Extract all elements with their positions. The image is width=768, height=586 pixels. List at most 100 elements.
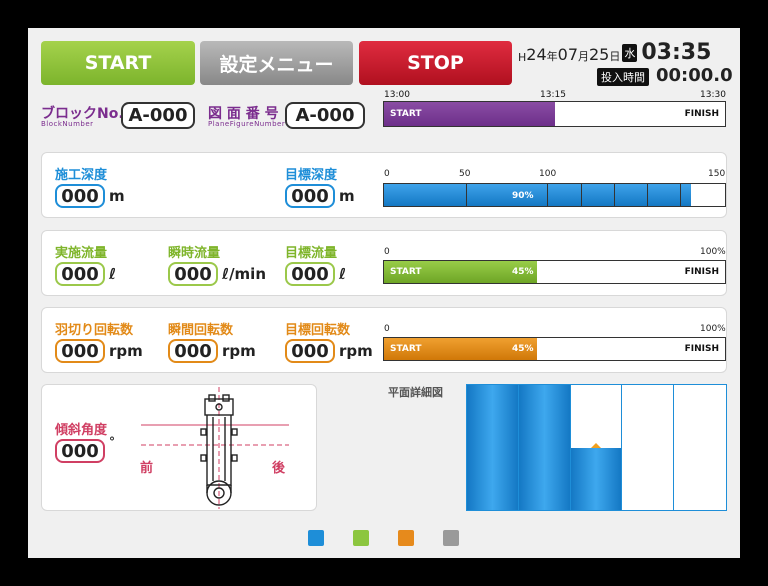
legend-swatch-blue bbox=[308, 530, 324, 546]
tilt-angle-unit: ° bbox=[109, 435, 115, 449]
actual-flow-value: 000 bbox=[55, 262, 105, 286]
month: 07 bbox=[557, 45, 578, 64]
depth-progress-bar: 90% bbox=[383, 183, 726, 207]
depth-percent: 90% bbox=[512, 191, 534, 201]
instant-rotation-label: 瞬間回転数 bbox=[168, 323, 234, 338]
flow-progress-bar: START 45% FINISH bbox=[383, 260, 726, 284]
flow-tick-start: 0 bbox=[384, 247, 390, 257]
legend-swatch-green bbox=[353, 530, 369, 546]
plan-detail-view bbox=[466, 384, 727, 511]
tilt-front-label: 前 bbox=[140, 461, 154, 476]
figure-number-sublabel: PlaneFigureNumber bbox=[208, 120, 286, 128]
tilt-angle-value: 000 bbox=[55, 439, 105, 463]
work-depth-unit: m bbox=[109, 187, 125, 205]
flow-progress-fill bbox=[384, 261, 538, 283]
plan-column bbox=[570, 385, 623, 510]
actual-flow-unit: ℓ bbox=[109, 265, 117, 283]
timeline-start-label: START bbox=[390, 109, 422, 119]
input-time-value: 00:00.0 bbox=[656, 65, 733, 86]
blade-rotation-label: 羽切り回転数 bbox=[55, 323, 134, 338]
blade-rotation-value: 000 bbox=[55, 339, 105, 363]
instant-rotation-unit: rpm bbox=[222, 342, 256, 360]
tilt-angle-label: 傾斜角度 bbox=[55, 423, 108, 438]
month-unit: 月 bbox=[578, 50, 589, 63]
day-unit: 日 bbox=[609, 50, 621, 63]
flow-start-label: START bbox=[390, 267, 422, 277]
weekday-badge: 水 bbox=[622, 44, 638, 62]
drill-rig-diagram bbox=[141, 387, 289, 509]
target-rotation-value: 000 bbox=[285, 339, 335, 363]
stop-button[interactable]: STOP bbox=[359, 41, 512, 85]
flow-percent: 45% bbox=[512, 267, 534, 277]
target-rotation-unit: rpm bbox=[339, 342, 373, 360]
target-rotation-label: 目標回転数 bbox=[285, 323, 351, 338]
year-unit: 年 bbox=[546, 50, 558, 63]
timeline-tick-end: 13:30 bbox=[700, 90, 726, 100]
legend-swatch-orange bbox=[398, 530, 414, 546]
plan-column bbox=[622, 385, 675, 510]
depth-gridline bbox=[547, 184, 548, 206]
settings-menu-button[interactable]: 設定メニュー bbox=[200, 41, 353, 85]
plan-column bbox=[467, 385, 519, 510]
plan-column-marker bbox=[591, 442, 602, 448]
day: 25 bbox=[589, 45, 610, 64]
plan-column bbox=[674, 385, 726, 510]
era: H bbox=[518, 51, 527, 64]
rotation-tick-end: 100% bbox=[700, 324, 726, 334]
target-depth-value: 000 bbox=[285, 184, 335, 208]
start-button[interactable]: START bbox=[41, 41, 195, 85]
monitor-screen: START 設定メニュー STOP H 24 年 07 月 25 日 水 03:… bbox=[28, 28, 740, 558]
rotation-progress-bar: START 45% FINISH bbox=[383, 337, 726, 361]
target-depth-label: 目標深度 bbox=[285, 168, 338, 183]
instant-flow-value: 000 bbox=[168, 262, 218, 286]
depth-gridline bbox=[647, 184, 648, 206]
figure-number-value: A-000 bbox=[285, 102, 365, 129]
depth-progress-fill bbox=[384, 184, 691, 206]
target-flow-value: 000 bbox=[285, 262, 335, 286]
instant-flow-label: 瞬時流量 bbox=[168, 246, 221, 261]
depth-gridline bbox=[466, 184, 467, 206]
depth-gridline bbox=[614, 184, 615, 206]
timeline-progress-bar: START FINISH bbox=[383, 101, 726, 127]
plan-column-fill bbox=[518, 385, 570, 510]
depth-tick-0: 0 bbox=[384, 169, 390, 179]
date-display: H 24 年 07 月 25 日 水 03:35 bbox=[518, 40, 730, 65]
legend-swatch-gray bbox=[443, 530, 459, 546]
rotation-percent: 45% bbox=[512, 344, 534, 354]
year: 24 bbox=[526, 45, 547, 64]
depth-tick-50: 50 bbox=[459, 169, 471, 179]
input-time-label: 投入時間 bbox=[597, 68, 649, 86]
target-flow-label: 目標流量 bbox=[285, 246, 338, 261]
work-depth-label: 施工深度 bbox=[55, 168, 108, 183]
timeline-tick-mid: 13:15 bbox=[540, 90, 566, 100]
blade-rotation-unit: rpm bbox=[109, 342, 143, 360]
figure-number-label: 図 面 番 号 bbox=[208, 106, 279, 122]
actual-flow-label: 実施流量 bbox=[55, 246, 108, 261]
depth-tick-100: 100 bbox=[539, 169, 557, 179]
block-number-sublabel: BlockNumber bbox=[41, 120, 94, 128]
rotation-start-label: START bbox=[390, 344, 422, 354]
clock: 03:35 bbox=[641, 40, 712, 65]
instant-rotation-value: 000 bbox=[168, 339, 218, 363]
timeline-finish-label: FINISH bbox=[684, 109, 719, 119]
depth-gridline bbox=[680, 184, 681, 206]
plan-column-fill bbox=[570, 447, 622, 510]
timeline-progress-fill bbox=[384, 102, 555, 126]
flow-finish-label: FINISH bbox=[684, 267, 719, 277]
plan-column bbox=[518, 385, 571, 510]
depth-gridline bbox=[581, 184, 582, 206]
plan-detail-title: 平面詳細図 bbox=[388, 386, 443, 399]
rotation-tick-start: 0 bbox=[384, 324, 390, 334]
block-number-label: ブロックNo. bbox=[41, 106, 124, 122]
work-depth-value: 000 bbox=[55, 184, 105, 208]
target-depth-unit: m bbox=[339, 187, 355, 205]
flow-tick-end: 100% bbox=[700, 247, 726, 257]
rotation-progress-fill bbox=[384, 338, 538, 360]
tilt-back-label: 後 bbox=[272, 461, 286, 476]
rotation-finish-label: FINISH bbox=[684, 344, 719, 354]
depth-tick-150: 150 bbox=[708, 169, 726, 179]
instant-flow-unit: ℓ/min bbox=[222, 265, 267, 283]
plan-column-fill bbox=[467, 385, 518, 510]
tilt-panel: 傾斜角度 000 ° 前 後 bbox=[41, 384, 317, 511]
block-number-value: A-000 bbox=[121, 102, 195, 129]
